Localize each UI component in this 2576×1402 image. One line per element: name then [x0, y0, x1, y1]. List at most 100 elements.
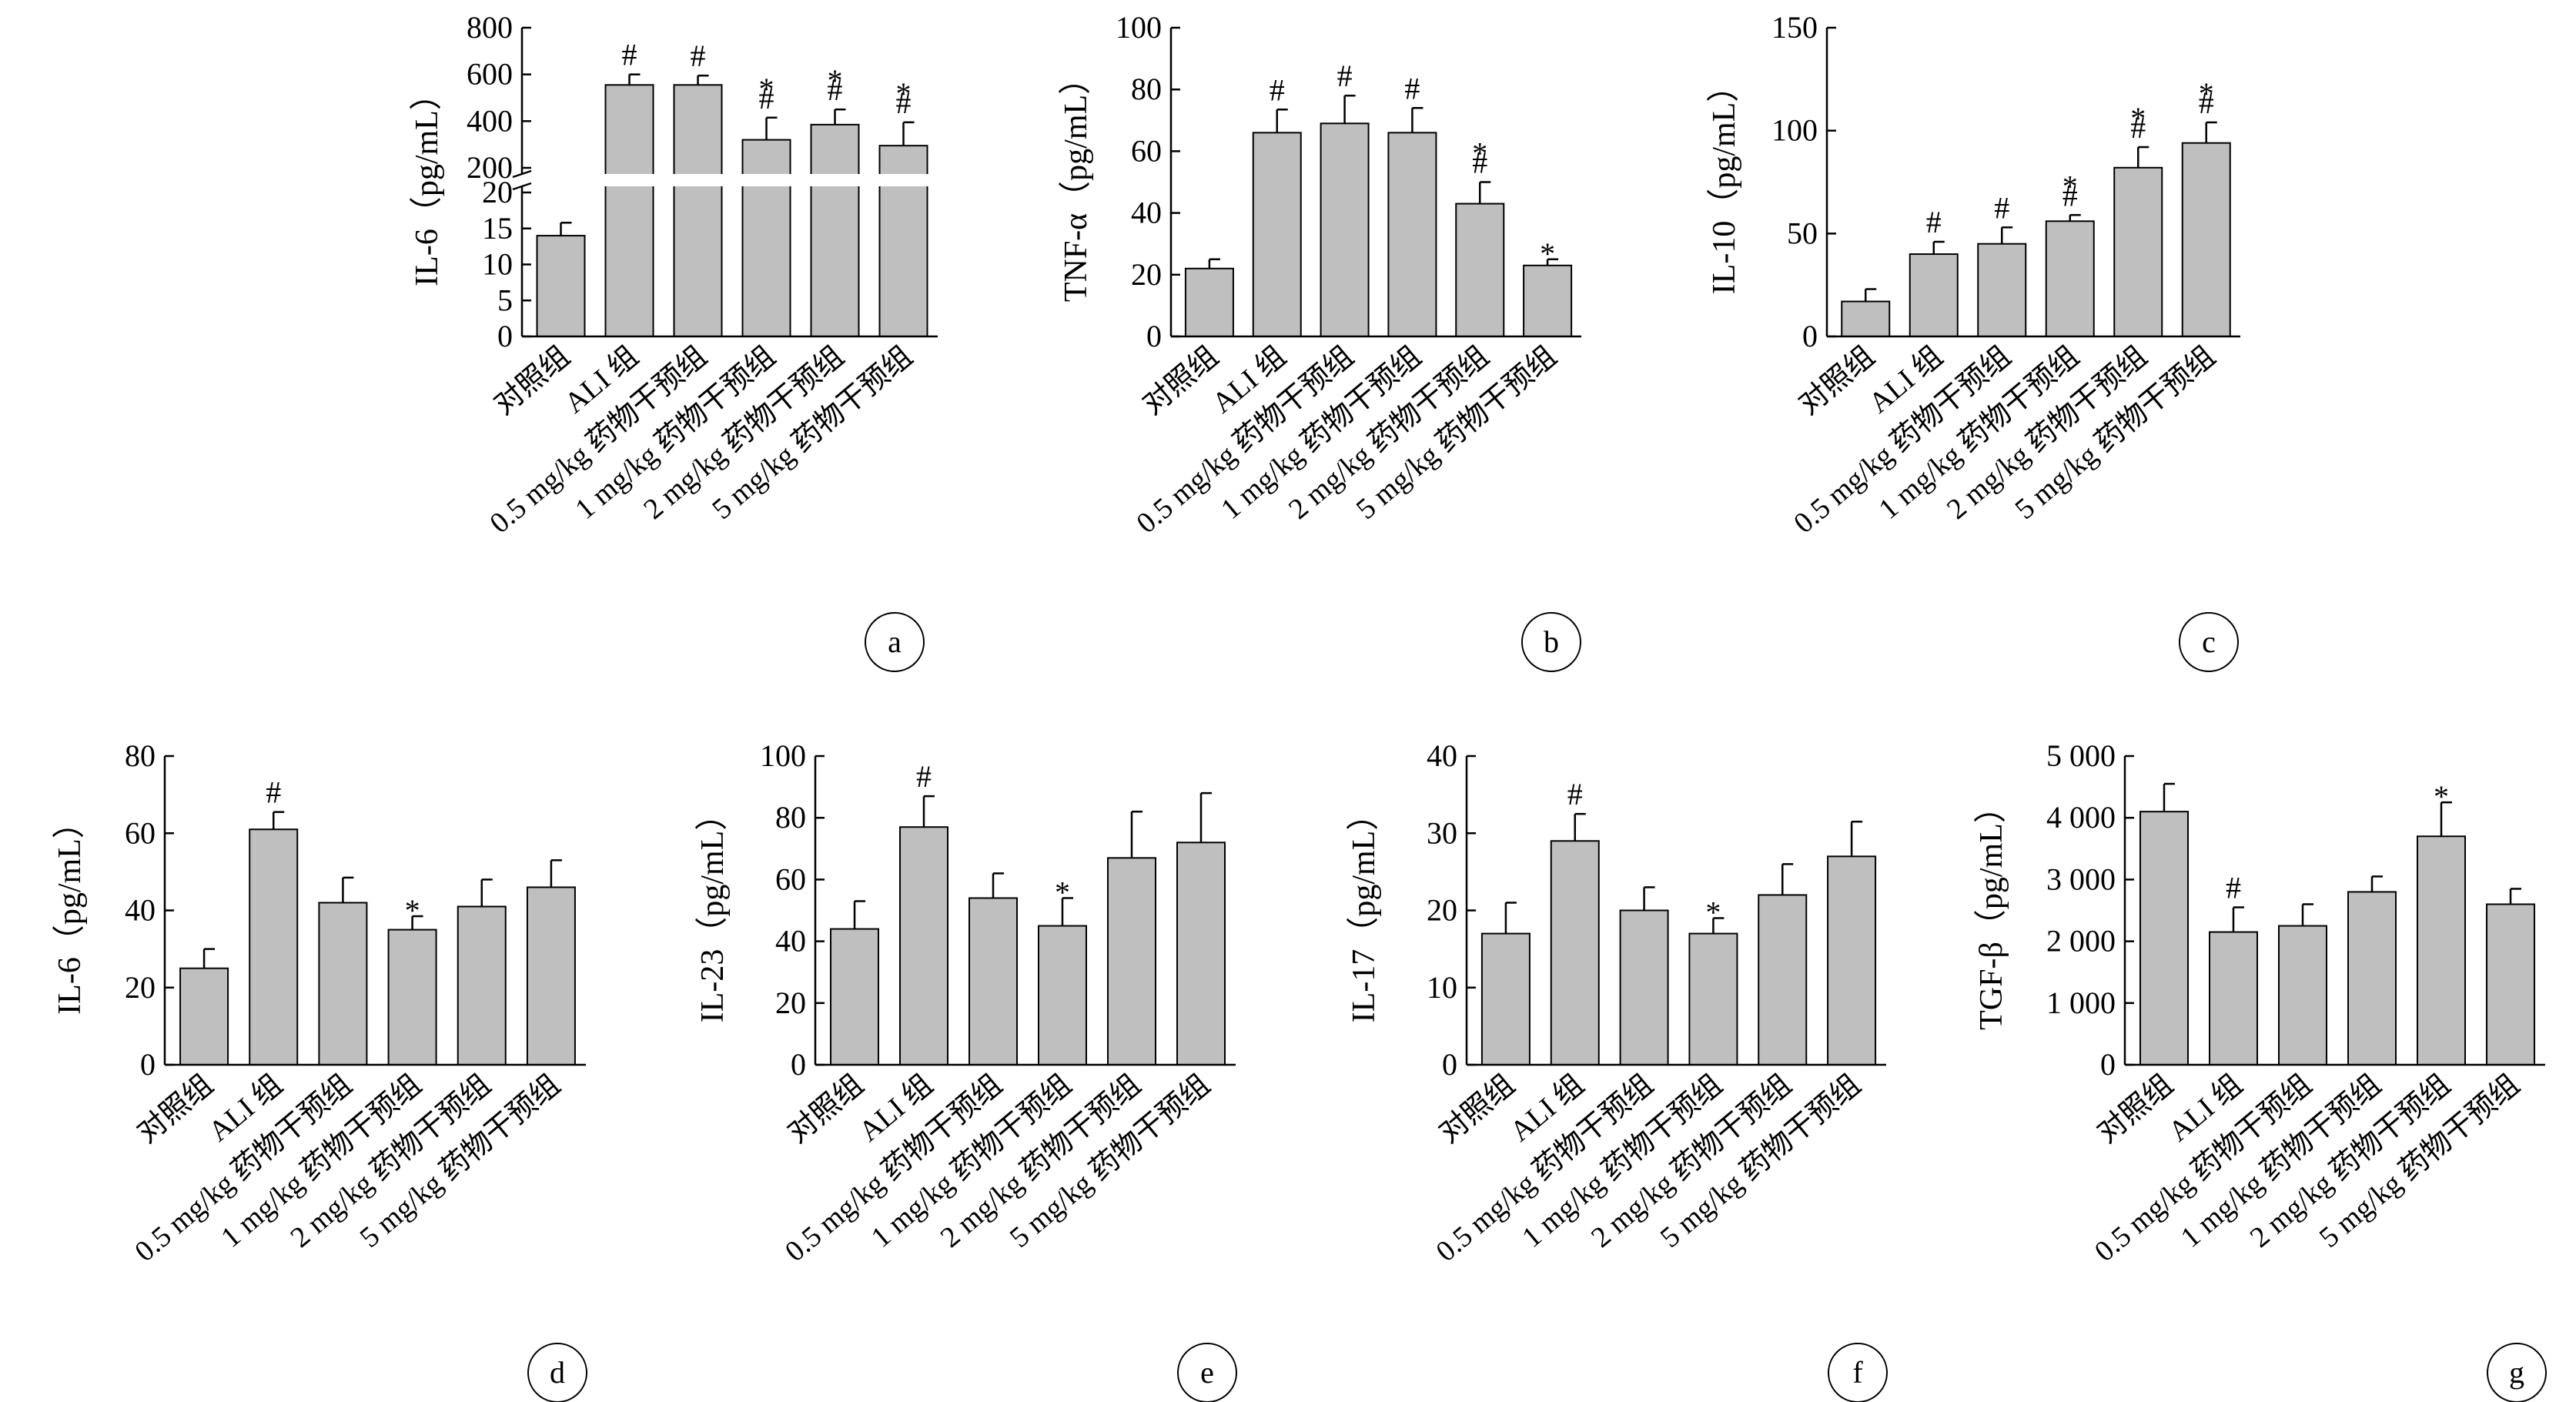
bar: [810, 123, 860, 337]
y-axis-title: IL-6（pg/mL）: [52, 806, 88, 1015]
y-tick-label: 10: [482, 247, 513, 282]
y-tick-label: 40: [125, 893, 156, 928]
y-tick-label: 800: [467, 10, 513, 45]
y-axis-title: TNF-α（pg/mL）: [1059, 62, 1094, 302]
significance-mark: #: [1567, 777, 1583, 811]
axis-break-mark: [512, 182, 532, 191]
panel-letter: e: [1200, 1355, 1214, 1390]
y-tick-label: 4 000: [2046, 800, 2116, 835]
chart-panel-d: 对照组#ALI 组0.5 mg/kg 药物干预组*1 mg/kg 药物干预组2 …: [52, 738, 587, 1402]
y-tick-label: 10: [1427, 970, 1457, 1005]
bar: [899, 826, 948, 1066]
y-tick-label: 200: [467, 150, 513, 185]
y-tick-label: 20: [1131, 257, 1162, 292]
panel-letter: d: [550, 1355, 565, 1390]
significance-mark: #: [622, 38, 637, 72]
significance-mark: #: [1404, 71, 1420, 105]
significance-mark: #: [916, 759, 932, 794]
panel-letter-circle: [865, 612, 925, 672]
bar: [1977, 243, 2027, 338]
significance-mark: #: [1270, 72, 1285, 107]
significance-mark: #: [1337, 59, 1353, 93]
y-tick-label: 80: [1131, 72, 1162, 106]
significance-mark: #: [828, 72, 843, 107]
y-tick-label: 0: [1802, 319, 1818, 353]
y-tick-label: 20: [482, 175, 513, 209]
bar: [526, 886, 576, 1066]
bar: [1550, 840, 1600, 1066]
y-tick-label: 40: [1131, 196, 1162, 230]
y-tick-label: 60: [1131, 133, 1162, 168]
bar: [1827, 855, 1877, 1066]
bar: [1455, 202, 1505, 337]
y-tick-label: 5: [497, 283, 513, 317]
bar: [179, 967, 229, 1066]
bar: [457, 905, 507, 1066]
panel-letter: c: [2202, 624, 2216, 659]
y-tick-label: 60: [775, 862, 806, 896]
y-tick-label: 100: [1116, 10, 1162, 45]
bar: [1184, 267, 1234, 337]
bar: [2181, 142, 2231, 337]
bar: [830, 928, 879, 1066]
bar: [2045, 220, 2095, 337]
y-tick-label: 20: [775, 985, 806, 1020]
bar: [2209, 931, 2258, 1066]
bar: [387, 929, 437, 1066]
bar: [536, 235, 586, 337]
bar: [2139, 811, 2189, 1066]
y-axis-title: TGF-β（pg/mL）: [1974, 791, 2009, 1030]
y-tick-label: 60: [125, 815, 156, 850]
bar: [1252, 132, 1302, 337]
bar: [1909, 253, 1959, 338]
bar: [1387, 132, 1437, 337]
y-axis-title: IL-23（pg/mL）: [695, 798, 731, 1023]
y-axis-title: IL-17（pg/mL）: [1347, 798, 1382, 1023]
y-tick-label: 1 000: [2046, 985, 2116, 1020]
axis-break-band: [525, 174, 941, 186]
bar: [1038, 925, 1087, 1066]
significance-mark: *: [759, 72, 774, 106]
bar: [2417, 835, 2466, 1066]
y-tick-label: 100: [760, 738, 806, 773]
bar: [1320, 122, 1370, 337]
bar: [1758, 894, 1808, 1066]
panel-letter-circle: [2179, 612, 2239, 672]
bar: [318, 902, 368, 1066]
panel-letter-circle: [527, 1343, 587, 1402]
y-tick-label: 20: [125, 970, 156, 1005]
y-tick-label: 80: [125, 738, 156, 773]
bar: [2486, 903, 2535, 1066]
y-tick-label: 20: [1427, 893, 1457, 928]
significance-mark: #: [2130, 110, 2146, 145]
significance-mark: #: [266, 775, 281, 810]
y-tick-label: 400: [467, 103, 513, 138]
y-tick-label: 0: [1146, 319, 1162, 353]
chart-panel-a: 对照组#ALI 组#0.5 mg/kg 药物干预组#*1 mg/kg 药物干预组…: [410, 10, 941, 672]
panel-letter: g: [2509, 1355, 2524, 1390]
bar: [2347, 891, 2397, 1066]
significance-mark: #: [1994, 190, 2009, 225]
significance-mark: *: [2062, 169, 2078, 203]
y-tick-label: 40: [1427, 738, 1457, 773]
panel-letter-circle: [2487, 1343, 2547, 1402]
panel-letter: b: [1544, 624, 1559, 659]
y-tick-label: 5 000: [2046, 738, 2116, 773]
significance-mark: *: [405, 893, 420, 928]
significance-mark: *: [2434, 779, 2449, 814]
y-tick-label: 30: [1427, 815, 1457, 850]
bar: [673, 84, 723, 337]
significance-mark: *: [896, 76, 912, 111]
bar: [741, 139, 791, 337]
bar: [1619, 909, 1669, 1066]
y-tick-label: 600: [467, 57, 513, 92]
bar: [969, 897, 1018, 1066]
chart-panel-b: 对照组#ALI 组#0.5 mg/kg 药物干预组#1 mg/kg 药物干预组#…: [1059, 10, 1581, 672]
y-tick-label: 100: [1771, 113, 1818, 148]
significance-mark: #: [1926, 205, 1942, 239]
bar: [1107, 857, 1156, 1066]
significance-mark: *: [1705, 895, 1721, 930]
significance-mark: *: [1472, 136, 1487, 171]
